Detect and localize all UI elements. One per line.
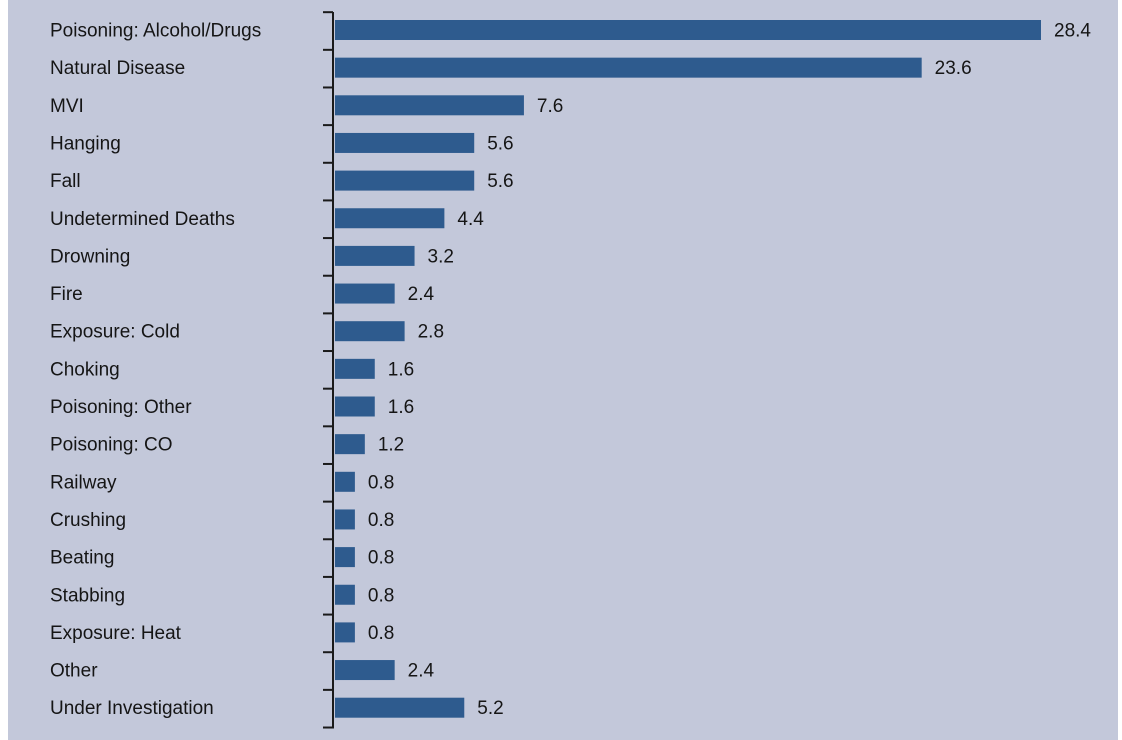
bar-10 (335, 396, 375, 417)
value-label: 4.4 (457, 209, 484, 230)
bars-layer (335, 20, 1041, 718)
value-label: 0.8 (368, 585, 394, 606)
bar-12 (335, 471, 355, 492)
bar-14 (335, 547, 355, 568)
bar-1 (335, 57, 922, 78)
bar-13 (335, 509, 355, 530)
category-label: Hanging (50, 133, 121, 154)
value-label: 1.2 (378, 435, 404, 456)
value-label: 2.4 (408, 661, 435, 682)
bar-5 (335, 208, 445, 229)
chart-background (8, 0, 1118, 740)
category-label: Poisoning: Other (50, 397, 192, 418)
value-label: 1.6 (388, 397, 414, 418)
category-label: Under Investigation (50, 698, 214, 719)
value-label: 5.2 (477, 698, 503, 719)
value-label: 28.4 (1054, 21, 1091, 42)
category-label: Choking (50, 359, 120, 380)
category-label: Stabbing (50, 585, 125, 606)
bar-17 (335, 660, 395, 681)
bar-15 (335, 584, 355, 605)
value-label: 23.6 (935, 58, 972, 79)
bar-8 (335, 321, 405, 342)
value-label: 5.6 (487, 133, 513, 154)
bar-18 (335, 697, 465, 718)
category-label: Crushing (50, 510, 126, 531)
category-label: Beating (50, 548, 114, 569)
value-label: 3.2 (428, 246, 454, 267)
value-label: 7.6 (537, 96, 563, 117)
bar-4 (335, 170, 475, 191)
value-label: 2.8 (418, 322, 444, 343)
bar-11 (335, 434, 365, 455)
bar-3 (335, 132, 475, 153)
category-label: Exposure: Cold (50, 322, 180, 343)
category-label: Drowning (50, 246, 130, 267)
value-label: 1.6 (388, 359, 414, 380)
value-label: 0.8 (368, 623, 394, 644)
bar-16 (335, 622, 355, 643)
labels-layer: Poisoning: Alcohol/Drugs 28.4 Natural Dise… (50, 21, 1091, 720)
value-label: 0.8 (368, 548, 394, 569)
category-label: Railway (50, 472, 117, 493)
category-label: Exposure: Heat (50, 623, 182, 644)
bar-9 (335, 358, 375, 379)
bar-0 (335, 20, 1041, 40)
category-label: MVI (50, 96, 84, 117)
category-label: Poisoning: CO (50, 435, 173, 456)
bar-7 (335, 283, 395, 304)
value-label: 2.4 (408, 284, 435, 305)
value-label: 5.6 (487, 171, 513, 192)
value-label: 0.8 (368, 472, 394, 493)
value-label: 0.8 (368, 510, 394, 531)
y-axis (323, 11, 334, 729)
bar-2 (335, 95, 524, 116)
category-label: Poisoning: Alcohol/Drugs (50, 21, 261, 42)
category-label: Fall (50, 171, 81, 192)
bar-6 (335, 245, 415, 266)
category-label: Fire (50, 284, 83, 305)
category-label: Undetermined Deaths (50, 209, 235, 230)
category-label: Other (50, 661, 98, 682)
category-label: Natural Disease (50, 58, 185, 79)
